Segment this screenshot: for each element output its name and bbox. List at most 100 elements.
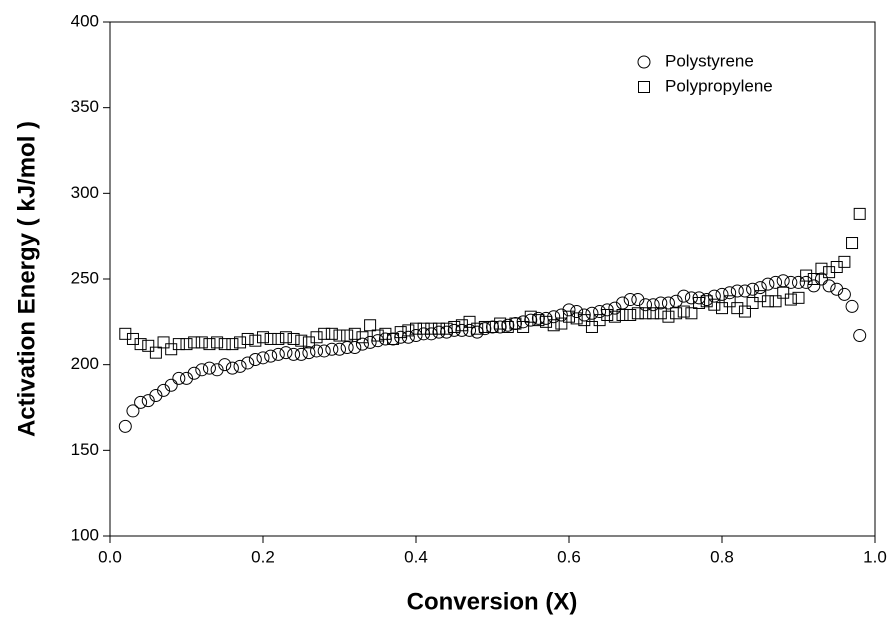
data-point [846,237,859,250]
data-point [188,336,201,349]
data-point [639,298,652,312]
data-point [310,331,323,344]
y-tick-label: 200 [71,354,99,373]
data-point [761,277,775,291]
data-point [180,371,193,385]
data-point [753,281,767,295]
data-point [241,356,255,370]
data-point [257,331,269,344]
data-point [134,395,148,409]
data-point [203,338,216,351]
data-point [784,293,797,306]
plot-frame [109,21,876,537]
data-point [249,334,262,347]
data-point [723,295,736,308]
data-point [256,351,270,365]
data-point [234,336,247,349]
data-point [264,349,278,363]
data-point [708,298,721,311]
data-point [601,308,614,321]
y-tick-label: 100 [71,525,99,544]
data-point [814,272,828,286]
data-point [463,315,476,328]
data-point [387,332,400,345]
y-tick-label: 300 [71,183,99,202]
data-point [822,279,836,293]
data-point [501,320,514,333]
data-point [639,307,652,320]
data-point [738,284,752,298]
data-point [318,327,331,340]
data-point [478,320,491,333]
data-point [807,279,821,293]
data-point [471,322,484,335]
data-point [195,336,208,349]
data-point [210,363,224,377]
data-point [448,320,461,333]
data-point [624,308,637,321]
data-point [662,310,675,323]
data-point [118,419,132,433]
data-point [486,320,499,333]
data-point [394,326,407,339]
data-point [830,282,844,296]
data-point [295,334,308,347]
data-point [562,303,576,317]
data-point [218,358,232,372]
data-point [294,347,308,361]
data-point [792,275,805,289]
data-point [677,289,691,303]
data-point [731,302,744,315]
data-point [792,291,805,304]
data-point [364,319,377,332]
data-point [654,307,667,320]
data-point [455,319,468,332]
data-point [524,310,537,323]
data-point [195,363,209,377]
data-point [371,329,384,342]
data-point [563,310,575,323]
data-point [410,322,422,335]
data-point [493,320,507,334]
x-tick-label: 0.6 [557,547,581,566]
data-point [202,361,216,375]
data-point [340,341,354,355]
data-point [631,293,645,307]
y-tick-label: 250 [71,268,99,287]
data-point [815,262,828,275]
data-point [716,302,728,315]
data-point [800,269,813,282]
data-point [693,296,706,309]
x-tick-label: 0.2 [251,547,275,566]
data-point [440,322,453,335]
data-point [555,317,568,330]
data-point [654,296,668,310]
data-point [509,317,522,330]
data-point [134,338,147,351]
data-point [608,301,622,315]
data-point [623,293,637,307]
data-point [761,295,774,308]
data-point [593,305,607,319]
data-point [554,308,568,322]
data-point [348,341,362,355]
data-point [517,320,530,333]
data-point [271,347,285,361]
data-point [837,287,851,301]
data-point [317,344,331,358]
data-point [241,332,254,345]
data-point [141,394,155,408]
data-point [180,338,193,351]
data-point [677,305,690,318]
data-point [746,282,760,296]
data-point [348,327,361,340]
legend-label: Polystyrene [665,51,754,70]
data-point [853,207,866,220]
data-point [172,371,186,385]
data-point [248,353,262,367]
data-point [578,314,591,327]
data-point [616,308,629,321]
data-point [325,327,338,340]
data-point [233,359,247,373]
